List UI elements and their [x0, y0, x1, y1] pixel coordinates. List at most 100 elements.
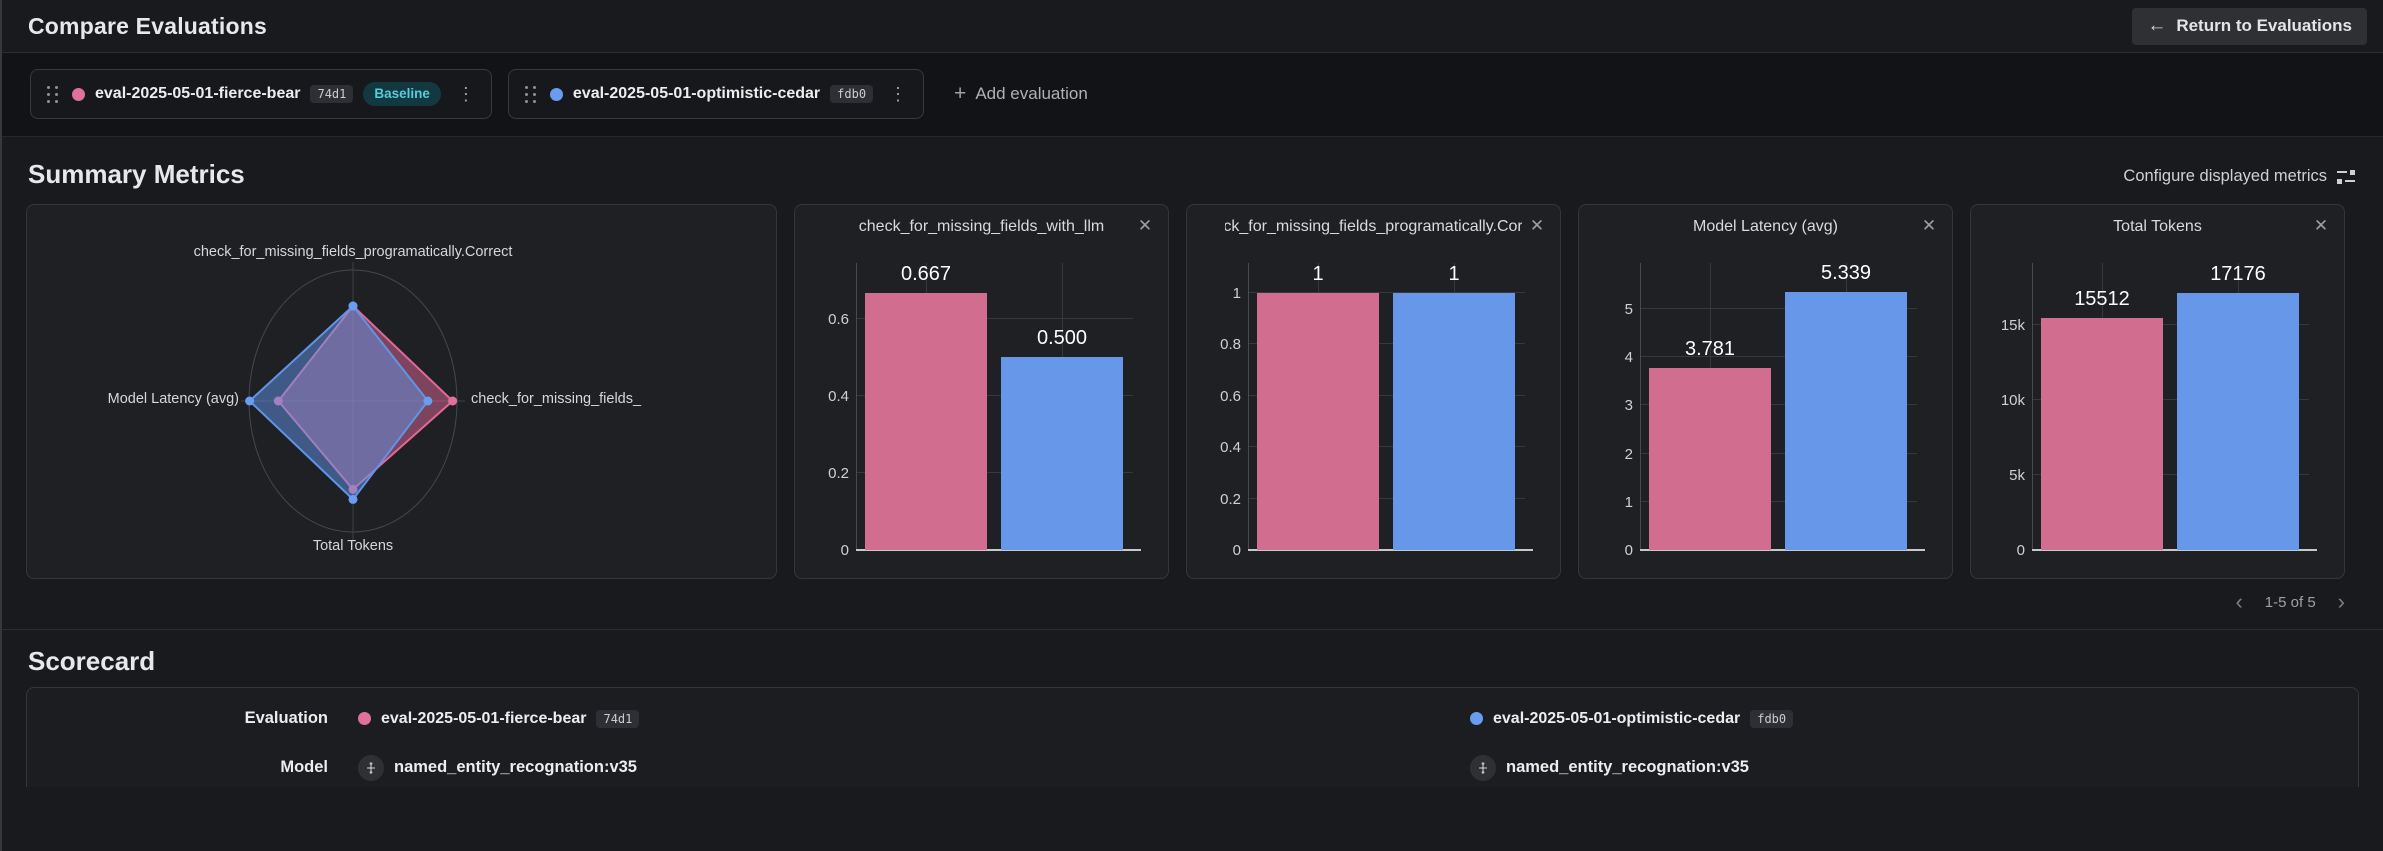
evaluation-name: eval-2025-05-01-optimistic-cedar — [1493, 709, 1741, 727]
y-axis-tick-label: 3 — [1624, 397, 1633, 415]
radar-axis-label-top: check_for_missing_fields_programatically… — [193, 244, 513, 260]
evaluation-id-badge: fdb0 — [1750, 709, 1794, 728]
y-axis-tick-label: 0 — [1232, 542, 1241, 559]
y-axis-tick-label: 15k — [2000, 317, 2025, 335]
y-axis-tick-label: 0.6 — [1220, 387, 1241, 405]
chart-title: Total Tokens — [2113, 218, 2202, 235]
charts-pagination: ‹ 1-5 of 5 › — [2, 579, 2383, 619]
close-icon[interactable]: ✕ — [2308, 213, 2334, 239]
y-axis-tick-label: 1 — [1232, 284, 1241, 302]
evaluation-name: eval-2025-05-01-fierce-bear — [95, 85, 301, 102]
drag-handle-icon[interactable] — [43, 82, 62, 107]
summary-metrics-header: Summary Metrics Configure displayed metr… — [2, 137, 2383, 204]
pagination-prev-icon[interactable]: ‹ — [2231, 591, 2246, 613]
chart-title: check_for_missing_fields_programatically… — [1225, 218, 1522, 235]
evaluation-color-dot — [358, 712, 371, 725]
y-axis-tick-label: 10k — [2000, 392, 2025, 410]
return-to-evaluations-button[interactable]: ← Return to Evaluations — [2132, 7, 2367, 45]
scorecard-row-evaluation: Evaluation eval-2025-05-01-fierce-bear 7… — [27, 694, 2358, 743]
bar-baseline — [1649, 367, 1771, 550]
pagination-label: 1-5 of 5 — [2264, 593, 2316, 611]
summary-charts-row: check_for_missing_fields_programatically… — [2, 204, 2383, 579]
row-label: Model — [280, 758, 328, 776]
close-icon[interactable]: ✕ — [1916, 213, 1942, 239]
evaluation-name: eval-2025-05-01-fierce-bear — [381, 709, 587, 727]
bar-comparison — [1393, 292, 1515, 550]
scorecard-row-model: Model named_entity_recognation:v35 — [27, 743, 2358, 792]
model-icon — [1470, 754, 1496, 781]
evaluation-color-dot — [72, 87, 85, 101]
metric-chart-panel: ✕ check_for_missing_fields_programatical… — [1186, 204, 1561, 579]
bar-chart-plot: 0 5k 10k 15k 15512 17176 — [2001, 262, 2317, 559]
back-arrow-icon: ← — [2147, 15, 2167, 36]
y-axis-tick-label: 5 — [1624, 300, 1633, 318]
metric-chart-panel: ✕ Model Latency (avg) 0 1 2 3 4 5 3.781 5.339 — [1578, 204, 1953, 579]
scorecard-section: Scorecard Evaluation eval-2025-05-01-fie… — [2, 629, 2383, 787]
radar-axis-label-bottom: Total Tokens — [312, 538, 394, 554]
bar-value-label: 17176 — [2210, 262, 2266, 285]
y-axis-tick-label: 0.6 — [828, 310, 849, 328]
evaluation-color-dot — [1470, 712, 1483, 725]
radar-axis-label-left: Model Latency (avg) — [107, 391, 239, 407]
page-title: Compare Evaluations — [28, 12, 267, 39]
model-icon — [358, 754, 384, 781]
bar-chart-plot: 0 1 2 3 4 5 3.781 5.339 — [1625, 262, 1925, 559]
bar-comparison — [1001, 357, 1123, 550]
metric-chart-panel: ✕ Total Tokens 0 5k 10k 15k 15512 17176 — [1970, 204, 2345, 579]
scorecard-table: Evaluation eval-2025-05-01-fierce-bear 7… — [26, 687, 2359, 787]
y-axis-tick-label: 2 — [1624, 445, 1633, 463]
page-header: Compare Evaluations ← Return to Evaluati… — [2, 0, 2383, 53]
baseline-badge: Baseline — [363, 82, 441, 106]
evaluations-strip: eval-2025-05-01-fierce-bear 74d1 Baselin… — [2, 53, 2383, 137]
bar-value-label: 15512 — [2074, 287, 2130, 310]
chart-title: Model Latency (avg) — [1693, 218, 1838, 235]
configure-displayed-metrics-button[interactable]: Configure displayed metrics — [2123, 163, 2355, 190]
bar-baseline — [1257, 292, 1379, 550]
y-axis-tick-label: 0.4 — [828, 387, 849, 405]
kebab-menu-icon[interactable]: ⋮ — [451, 82, 481, 107]
bar-comparison — [1785, 292, 1907, 550]
bar-baseline — [2041, 317, 2163, 550]
add-evaluation-label: Add evaluation — [975, 84, 1088, 103]
bar-value-label: 3.781 — [1684, 337, 1736, 360]
plus-icon: + — [954, 82, 967, 105]
y-axis-tick-label: 0.2 — [1220, 490, 1241, 508]
close-icon[interactable]: ✕ — [1524, 213, 1550, 239]
bar-value-label: 1 — [1312, 262, 1324, 285]
chart-title: check_for_missing_fields_with_llm — [858, 218, 1105, 235]
evaluation-id-badge: 74d1 — [310, 85, 354, 103]
drag-handle-icon[interactable] — [521, 82, 540, 107]
metric-chart-panel: ✕ check_for_missing_fields_with_llm 0 0.2… — [794, 204, 1169, 579]
pagination-next-icon[interactable]: › — [2334, 591, 2349, 613]
model-name: named_entity_recognation:v35 — [394, 758, 637, 776]
evaluation-chip-baseline[interactable]: eval-2025-05-01-fierce-bear 74d1 Baselin… — [30, 69, 492, 119]
scorecard-evaluation-cell[interactable]: eval-2025-05-01-optimistic-cedar fdb0 — [1440, 709, 2358, 728]
y-axis-tick-label: 0 — [1624, 542, 1633, 559]
scorecard-model-cell[interactable]: named_entity_recognation:v35 — [1440, 754, 2358, 781]
summary-metrics-title: Summary Metrics — [28, 159, 245, 189]
evaluation-chip-comparison[interactable]: eval-2025-05-01-optimistic-cedar fdb0 ⋮ — [507, 69, 925, 119]
y-axis-tick-label: 0 — [2016, 542, 2025, 559]
scorecard-header: Scorecard — [2, 630, 2383, 687]
y-axis-tick-label: 4 — [1624, 349, 1633, 367]
scorecard-evaluation-cell[interactable]: eval-2025-05-01-fierce-bear 74d1 — [328, 709, 1440, 728]
configure-metrics-icon — [2337, 169, 2355, 184]
evaluation-id-badge: 74d1 — [596, 709, 640, 728]
y-axis-tick-label: 0.2 — [828, 464, 849, 482]
row-label: Evaluation — [244, 709, 328, 727]
evaluation-name: eval-2025-05-01-optimistic-cedar — [572, 85, 821, 102]
y-axis-tick-label: 5k — [2009, 467, 2025, 485]
y-axis-tick-label: 1 — [1624, 493, 1633, 511]
add-evaluation-button[interactable]: + Add evaluation — [954, 82, 1088, 106]
bar-chart-plot: 0 0.2 0.4 0.6 0.667 0.500 — [828, 263, 1141, 559]
close-icon[interactable]: ✕ — [1132, 213, 1158, 239]
y-axis-tick-label: 0 — [840, 542, 849, 559]
evaluation-id-badge: fdb0 — [830, 85, 874, 103]
kebab-menu-icon[interactable]: ⋮ — [883, 82, 913, 107]
evaluation-color-dot — [549, 87, 563, 101]
configure-metrics-label: Configure displayed metrics — [2123, 167, 2327, 185]
y-axis-tick-label: 0.8 — [1220, 336, 1241, 354]
return-button-label: Return to Evaluations — [2176, 16, 2352, 35]
scorecard-model-cell[interactable]: named_entity_recognation:v35 — [328, 754, 1440, 781]
y-axis-tick-label: 0.4 — [1220, 439, 1241, 457]
